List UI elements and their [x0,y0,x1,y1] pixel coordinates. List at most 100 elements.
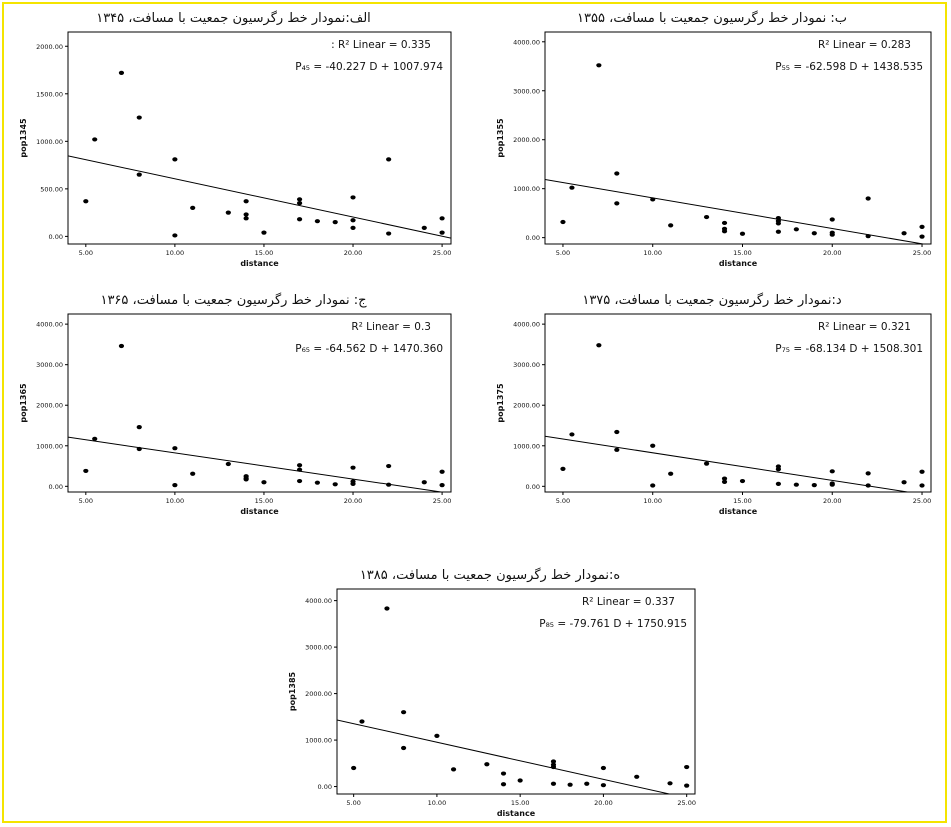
data-point [136,446,142,452]
data-point [500,771,507,776]
equation-label: P₅₅ = -62.598 D + 1438.535 [775,61,923,73]
data-point [190,205,196,210]
y-tick-label: 2000.00 [513,136,540,144]
data-point [584,781,590,786]
x-tick-label: 5.00 [556,249,570,257]
regression-line [68,155,451,239]
data-point [314,219,320,224]
x-tick-label: 25.00 [913,249,932,257]
x-axis-label: distance [240,507,279,516]
data-point [811,231,817,236]
chart-panel-2: ب: نمودار خط رگرسیون جمعیت با مسافت، ۱۳۵… [496,10,932,268]
data-point [136,115,142,120]
chart-title: ب: نمودار خط رگرسیون جمعیت با مسافت، ۱۳۵… [577,10,847,26]
data-point [500,782,507,787]
y-tick-label: 4000.00 [36,321,63,329]
data-point [172,446,178,451]
regression-line [545,178,927,244]
data-point [172,157,178,162]
y-tick-label: 1000.00 [36,138,63,146]
y-tick-label: 3000.00 [36,361,63,369]
x-tick-label: 5.00 [346,799,360,807]
y-tick-label: 0.00 [49,483,63,491]
data-point [296,478,303,484]
data-point [243,212,249,217]
data-point [721,220,728,226]
r2-label: R² Linear = 0.321 [818,321,911,333]
data-point [919,234,925,239]
x-tick-label: 10.00 [643,497,662,505]
y-axis-label: pop1345 [19,118,28,158]
data-point [919,224,925,229]
data-point [439,469,445,474]
data-point [919,469,925,474]
data-point [721,229,728,234]
data-point [721,476,728,481]
y-tick-label: 1000.00 [513,442,540,450]
y-tick-label: 500.00 [40,185,63,193]
data-point [261,480,267,485]
data-point [386,482,392,487]
data-point [136,425,142,430]
x-tick-label: 20.00 [344,249,363,257]
data-point [668,471,674,476]
data-point [739,478,746,484]
data-point [829,217,835,222]
data-point [243,199,249,204]
data-point [351,765,357,771]
chart-title: ج: نمودار خط رگرسیون جمعیت با مسافت، ۱۳۶… [100,292,367,308]
y-tick-label: 2000.00 [36,402,63,410]
x-tick-label: 15.00 [255,497,274,505]
plot-area [544,31,932,245]
data-point [118,70,125,75]
plot-area [67,31,452,245]
data-point [811,483,817,488]
data-point [261,230,267,235]
y-tick-label: 3000.00 [513,87,540,95]
data-point [172,483,178,488]
data-point [614,447,620,452]
y-tick-label: 4000.00 [305,597,332,605]
data-point [386,157,392,162]
data-point [421,225,427,230]
data-point [439,216,445,221]
data-point [517,778,523,783]
data-point [650,197,656,202]
r2-label: R² Linear = 0.283 [818,39,911,51]
y-axis-label: pop1375 [496,383,505,423]
x-axis-label: distance [719,259,758,268]
y-tick-label: 3000.00 [513,361,540,369]
data-point [865,196,871,201]
equation-label: P₈₅ = -79.761 D + 1750.915 [539,618,687,630]
data-point [614,201,620,206]
data-point [901,480,907,485]
data-point [550,764,557,770]
chart-title: د:نمودار خط رگرسیون جمعیت با مسافت، ۱۳۷۵ [582,292,842,308]
data-point [550,759,557,764]
data-point [296,217,303,222]
y-tick-label: 2000.00 [36,43,63,51]
y-tick-label: 0.00 [526,234,540,242]
data-point [439,483,445,488]
chart-panel-3: ج: نمودار خط رگرسیون جمعیت با مسافت، ۱۳۶… [19,292,452,516]
data-point [560,466,566,471]
data-point [386,231,392,236]
data-point [775,481,781,486]
data-point [350,225,356,230]
y-tick-label: 2000.00 [305,690,332,698]
x-tick-label: 10.00 [166,249,185,257]
y-tick-label: 1000.00 [305,737,332,745]
data-point [421,480,427,485]
x-axis-label: distance [497,809,536,818]
x-tick-label: 10.00 [643,249,662,257]
y-tick-label: 3000.00 [305,644,332,652]
data-point [401,745,407,751]
x-tick-label: 15.00 [733,249,752,257]
data-point [793,227,799,232]
data-point [386,463,392,469]
x-tick-label: 25.00 [913,497,932,505]
data-point [450,767,457,772]
x-axis-label: distance [719,507,758,516]
data-point [359,719,365,724]
